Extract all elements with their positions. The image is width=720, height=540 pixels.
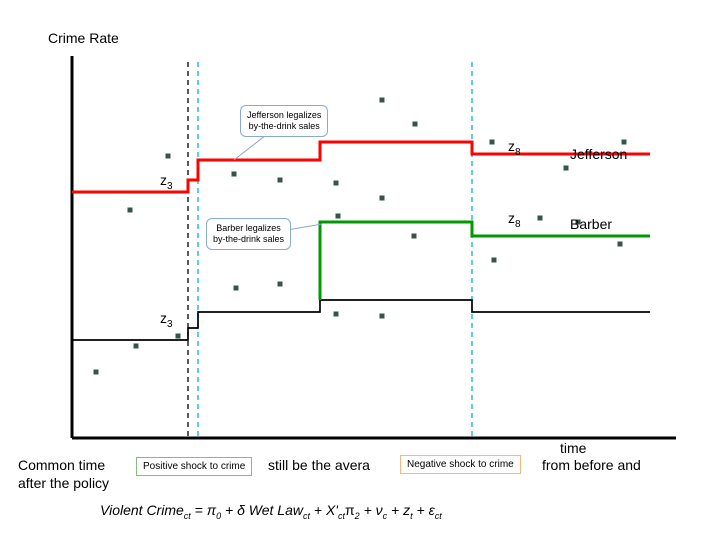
callout-barber-line1: Barber legalizes [216,223,281,233]
callout-jefferson-line1: Jefferson legalizes [247,110,321,120]
series-label-barber: Barber [570,216,612,232]
series-label-jefferson: Jefferson [570,146,627,162]
positive-shock-box: Positive shock to crime [136,457,252,476]
y-axis-label: Crime Rate [48,30,119,46]
bottom-text-line2: after the policy [18,475,109,491]
time-label: time [560,440,586,456]
bottom-text-post: from before and [542,457,641,473]
z-label: z8 [508,210,521,230]
bottom-text-mid: still be the avera [268,457,370,473]
bottom-text-line: Common time [18,457,105,473]
bottom-text-pre: Common time [18,457,105,473]
negative-shock-box: Negative shock to crime [400,455,521,474]
z-label: z3 [160,310,173,330]
z-label: z8 [508,138,521,158]
callout-jefferson-line2: by-the-drink sales [249,121,320,131]
callout-jefferson: Jefferson legalizes by-the-drink sales [240,105,328,137]
callout-barber: Barber legalizes by-the-drink sales [206,218,291,250]
chart-stage: Crime Rate time Jefferson Barber Jeffers… [0,0,720,540]
callout-barber-line2: by-the-drink sales [213,234,284,244]
equation: Violent Crimect = π0 + δ Wet Lawct + X'c… [100,502,442,521]
z-label: z3 [160,172,173,192]
